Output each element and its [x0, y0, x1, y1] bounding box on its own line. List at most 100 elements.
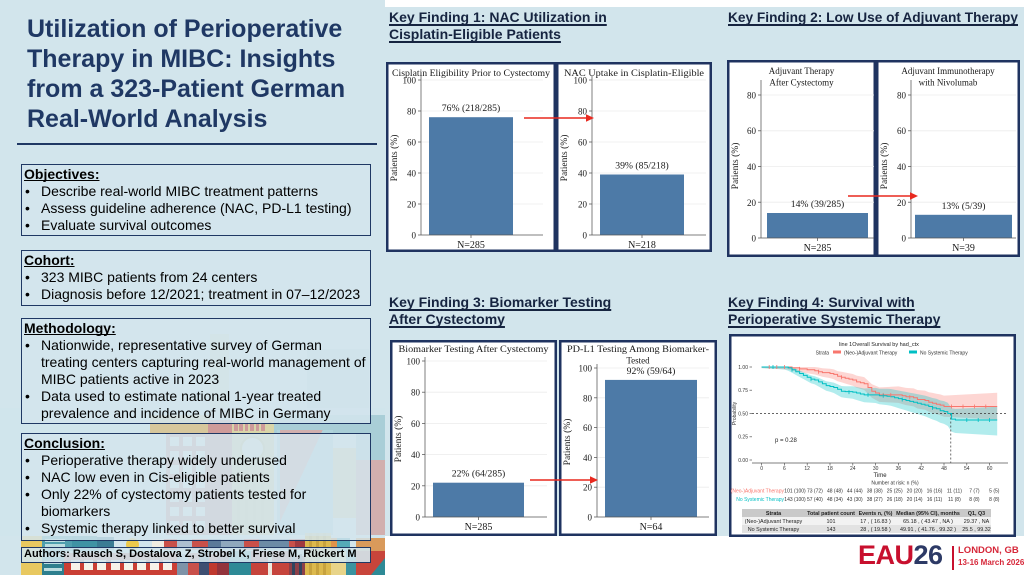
svg-text:20 (20): 20 (20) — [907, 489, 923, 495]
svg-text:101 (100): 101 (100) — [784, 489, 806, 495]
svg-text:28 , ( 19.58 ): 28 , ( 19.58 ) — [860, 527, 891, 533]
svg-text:Number at risk: n (%): Number at risk: n (%) — [871, 481, 919, 487]
svg-text:0: 0 — [752, 234, 757, 244]
svg-text:101: 101 — [827, 519, 836, 525]
svg-text:N=285: N=285 — [465, 522, 493, 533]
svg-text:11 (8): 11 (8) — [948, 497, 961, 503]
svg-text:29.37 , NA: 29.37 , NA — [964, 519, 990, 525]
svg-text:80: 80 — [897, 91, 907, 101]
svg-text:(Neo-)Adjuvant Therapy: (Neo-)Adjuvant Therapy — [844, 351, 898, 357]
svg-text:60: 60 — [747, 126, 757, 136]
svg-text:0: 0 — [583, 231, 588, 241]
svg-text:11 (11): 11 (11) — [947, 489, 962, 495]
svg-text:Tested: Tested — [626, 356, 650, 366]
svg-text:100: 100 — [403, 76, 417, 86]
svg-text:7 (7): 7 (7) — [969, 489, 980, 495]
svg-text:40: 40 — [411, 450, 421, 460]
svg-text:20: 20 — [578, 200, 588, 210]
svg-text:Adjuvant Therapy: Adjuvant Therapy — [769, 66, 835, 76]
svg-text:Events n, (%): Events n, (%) — [859, 511, 893, 517]
svg-text:16 (11): 16 (11) — [927, 497, 943, 503]
svg-text:N=39: N=39 — [952, 243, 975, 254]
svg-text:Median (95% CI), months: Median (95% CI), months — [896, 511, 960, 517]
svg-text:0: 0 — [902, 234, 907, 244]
svg-text:No Systemic Therapy: No Systemic Therapy — [736, 497, 784, 503]
svg-text:24: 24 — [850, 466, 856, 472]
svg-text:60: 60 — [583, 423, 593, 433]
svg-text:60: 60 — [578, 138, 588, 148]
svg-text:NAC Uptake in Cisplatin-Eligib: NAC Uptake in Cisplatin-Eligible — [564, 68, 704, 78]
svg-text:1.00: 1.00 — [738, 365, 748, 371]
svg-text:38 (27): 38 (27) — [867, 497, 883, 503]
svg-text:6: 6 — [783, 466, 786, 472]
svg-text:Total patient count: Total patient count — [807, 511, 855, 517]
svg-text:(Neo-)Adjuvant Therapy: (Neo-)Adjuvant Therapy — [731, 489, 785, 495]
svg-text:line 1Overall Survival by had_: line 1Overall Survival by had_ctx — [839, 342, 919, 348]
svg-text:25 (25): 25 (25) — [887, 489, 903, 495]
svg-text:20: 20 — [747, 198, 757, 208]
svg-text:14% (39/285): 14% (39/285) — [791, 199, 845, 210]
svg-text:39% (85/218): 39% (85/218) — [615, 161, 669, 172]
svg-text:60: 60 — [897, 126, 907, 136]
svg-text:25.5 , 99.32: 25.5 , 99.32 — [962, 527, 990, 533]
svg-text:20: 20 — [897, 198, 907, 208]
svg-text:N=64: N=64 — [640, 522, 663, 533]
svg-text:100: 100 — [579, 364, 593, 374]
svg-text:40: 40 — [578, 169, 588, 179]
svg-text:8 (8): 8 (8) — [969, 497, 980, 503]
svg-text:0: 0 — [412, 231, 417, 241]
svg-text:26 (18): 26 (18) — [887, 497, 903, 503]
svg-text:Patients (%): Patients (%) — [730, 143, 741, 190]
svg-text:0.25: 0.25 — [738, 435, 748, 441]
svg-text:13% (5/39): 13% (5/39) — [942, 201, 986, 212]
svg-text:Biomarker Testing After Cystec: Biomarker Testing After Cystectomy — [399, 344, 550, 354]
svg-text:43 (30): 43 (30) — [847, 497, 863, 503]
svg-text:40: 40 — [583, 453, 593, 463]
svg-text:Q1, Q3: Q1, Q3 — [968, 511, 985, 517]
svg-text:30: 30 — [873, 466, 879, 472]
svg-text:48 (48): 48 (48) — [827, 489, 843, 495]
svg-text:16 (16): 16 (16) — [927, 489, 943, 495]
svg-text:36: 36 — [896, 466, 902, 472]
svg-text:92% (59/64): 92% (59/64) — [627, 366, 676, 377]
svg-text:60: 60 — [407, 138, 417, 148]
svg-text:0.75: 0.75 — [738, 388, 748, 394]
svg-text:60: 60 — [987, 466, 993, 472]
svg-text:40: 40 — [897, 162, 907, 172]
svg-text:No Systemic Therapy: No Systemic Therapy — [920, 351, 968, 357]
svg-text:20: 20 — [583, 483, 593, 493]
svg-text:Strata: Strata — [816, 351, 830, 357]
svg-text:100: 100 — [407, 357, 421, 367]
svg-text:18: 18 — [827, 466, 833, 472]
svg-text:Adjuvant Immunotherapy: Adjuvant Immunotherapy — [901, 66, 995, 76]
svg-text:17 , ( 16.83 ): 17 , ( 16.83 ) — [860, 519, 891, 525]
svg-text:60: 60 — [411, 419, 421, 429]
svg-text:49.91 , ( 41.76 , 99.32 ): 49.91 , ( 41.76 , 99.32 ) — [900, 527, 956, 533]
svg-text:PD-L1 Testing Among Biomarker-: PD-L1 Testing Among Biomarker- — [567, 344, 709, 354]
svg-text:80: 80 — [411, 388, 421, 398]
svg-text:Patients (%): Patients (%) — [389, 135, 400, 182]
svg-text:0: 0 — [588, 513, 593, 523]
svg-text:76% (218/285): 76% (218/285) — [442, 103, 500, 114]
svg-text:0.50: 0.50 — [738, 411, 748, 417]
svg-text:N=218: N=218 — [628, 240, 656, 251]
svg-text:80: 80 — [747, 91, 757, 101]
svg-text:20: 20 — [407, 200, 417, 210]
svg-text:57 (40): 57 (40) — [807, 497, 823, 503]
svg-text:N=285: N=285 — [457, 240, 485, 251]
svg-text:73 (72): 73 (72) — [807, 489, 823, 495]
svg-text:44 (44): 44 (44) — [847, 489, 863, 495]
svg-text:20: 20 — [411, 481, 421, 491]
svg-text:Patients (%): Patients (%) — [562, 419, 573, 466]
svg-text:65.18 , ( 43.47 , NA ): 65.18 , ( 43.47 , NA ) — [903, 519, 953, 525]
svg-text:38 (38): 38 (38) — [867, 489, 883, 495]
svg-text:Patients (%): Patients (%) — [879, 143, 890, 190]
svg-text:0: 0 — [416, 513, 421, 523]
svg-text:143: 143 — [827, 527, 836, 533]
svg-text:22% (64/285): 22% (64/285) — [452, 469, 506, 480]
svg-text:Time: Time — [873, 473, 887, 479]
svg-text:100: 100 — [574, 76, 588, 86]
svg-text:Patients (%): Patients (%) — [559, 135, 570, 182]
svg-text:80: 80 — [578, 107, 588, 117]
svg-text:No Systemic Therapy: No Systemic Therapy — [748, 527, 800, 533]
